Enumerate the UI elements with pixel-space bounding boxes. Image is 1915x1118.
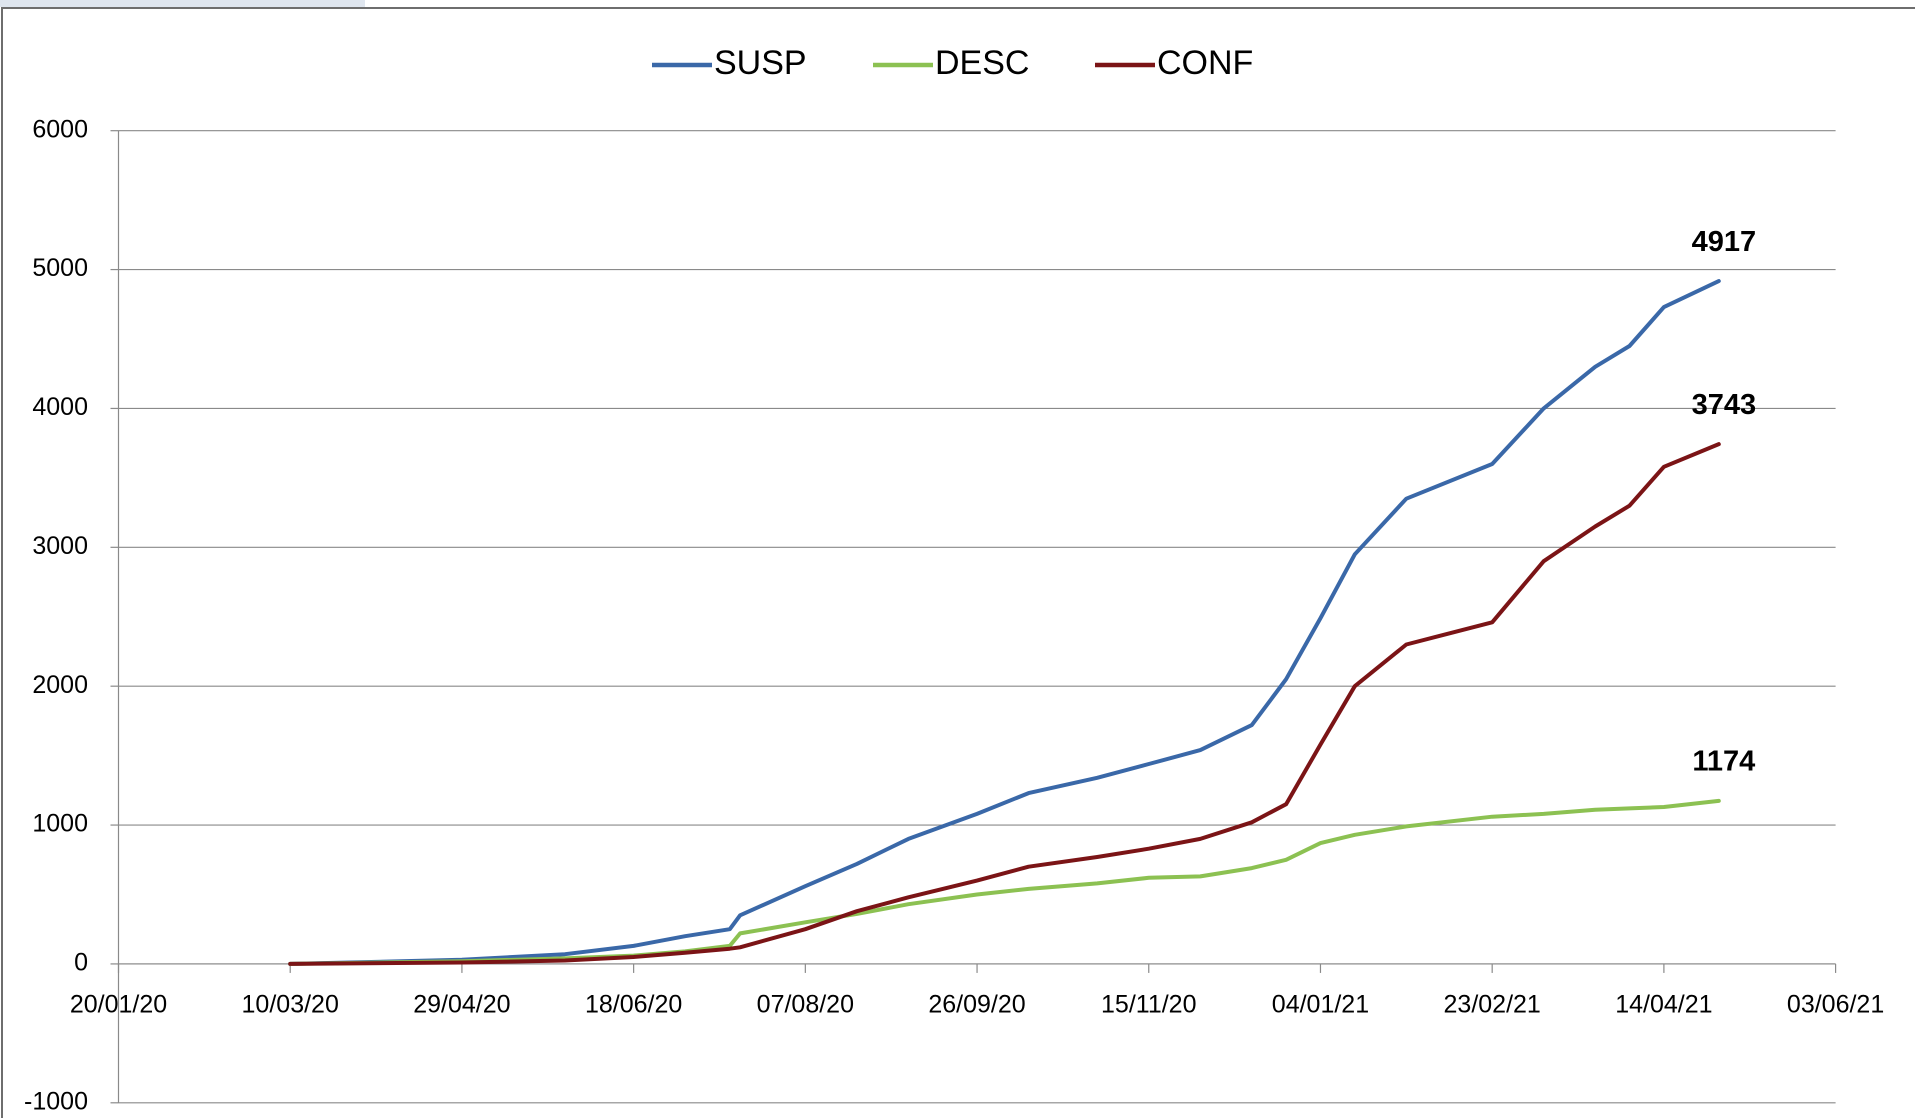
series-line	[288, 279, 1721, 966]
x-tick-label: 15/11/20	[1101, 991, 1196, 1019]
x-tick-label: 29/04/20	[413, 991, 510, 1019]
x-tick-label: 10/03/20	[242, 991, 339, 1019]
y-tick-label: 3000	[32, 532, 88, 560]
series-line	[288, 442, 1721, 966]
x-tick-label: 04/01/21	[1272, 991, 1369, 1019]
x-tick-label: 26/09/20	[928, 991, 1025, 1019]
legend-label: CONF	[1157, 44, 1253, 82]
x-tick-label: 07/08/20	[757, 991, 854, 1019]
data-label: 4917	[1692, 226, 1757, 258]
x-tick-label: 23/02/21	[1444, 991, 1541, 1019]
x-tick-label: 18/06/20	[585, 991, 682, 1019]
y-tick-label: 6000	[32, 115, 88, 143]
x-tick-label: 20/01/20	[70, 991, 167, 1019]
y-tick-label: 0	[74, 949, 88, 977]
window-tab	[0, 0, 365, 7]
y-tick-label: 5000	[32, 254, 88, 282]
y-tick-label: -1000	[24, 1087, 88, 1115]
x-tick-label: 03/06/21	[1787, 991, 1884, 1019]
data-label: 3743	[1692, 389, 1757, 421]
x-tick-label: 14/04/21	[1615, 991, 1712, 1019]
data-label: 1174	[1692, 746, 1755, 778]
legend-label: SUSP	[714, 44, 807, 82]
y-tick-label: 4000	[32, 393, 88, 421]
legend-label: DESC	[935, 44, 1029, 82]
y-tick-label: 2000	[32, 671, 88, 699]
y-tick-label: 1000	[32, 810, 88, 838]
